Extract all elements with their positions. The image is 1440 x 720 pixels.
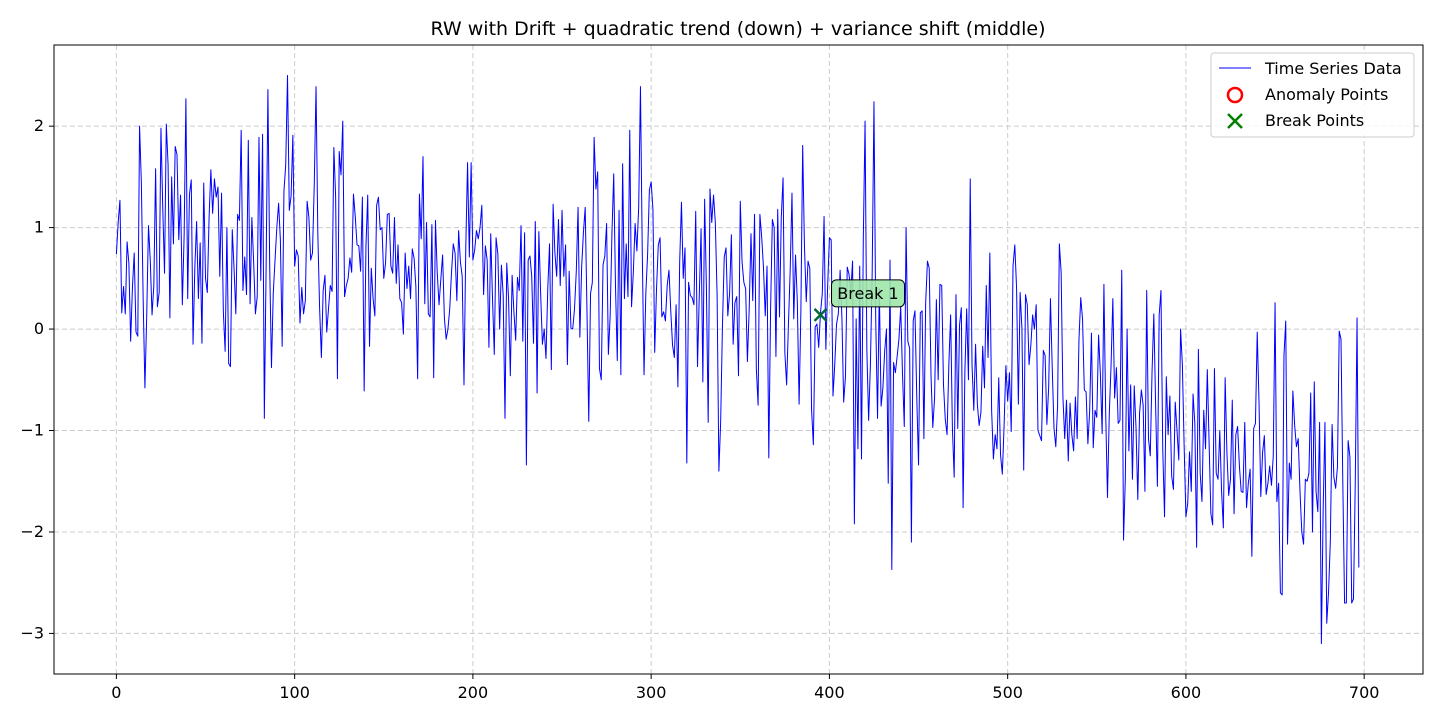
plot-frame [53, 44, 1424, 675]
y-tick-label: −3 [20, 623, 44, 642]
chart-title: RW with Drift + quadratic trend (down) +… [431, 18, 1046, 40]
legend: Time Series Data Anomaly Points Break Poin… [1210, 52, 1415, 138]
legend-x-swatch [1227, 113, 1243, 129]
x-tick-label: 500 [992, 683, 1023, 702]
x-tick-label: 100 [279, 683, 310, 702]
legend-label: Break Points [1265, 111, 1364, 130]
x-tick-label: 400 [814, 683, 845, 702]
y-tick-label: −2 [20, 522, 44, 541]
x-tick-label: 200 [458, 683, 489, 702]
y-tick-label: −1 [20, 421, 44, 440]
breaks-layer: Break 1 [813, 279, 905, 322]
break-label: Break 1 [837, 284, 898, 303]
break-point-marker [813, 307, 828, 322]
y-tick-label: 1 [34, 218, 44, 237]
y-tick-label: 2 [34, 116, 44, 135]
series-layer [115, 74, 1360, 645]
x-tick-label: 300 [636, 683, 667, 702]
axes: 0 100 200 300 400 500 600 700 −3 −2 −1 0 1 2 [20, 116, 1379, 702]
legend-circle-swatch [1226, 86, 1244, 104]
legend-box [1210, 52, 1415, 138]
break-label-box [830, 279, 905, 308]
legend-label: Anomaly Points [1265, 85, 1388, 104]
x-tick-label: 700 [1349, 683, 1380, 702]
legend-label: Time Series Data [1264, 59, 1402, 78]
series-line-time-series-data [115, 74, 1360, 645]
x-tick-label: 0 [111, 683, 121, 702]
y-tick-label: 0 [34, 319, 44, 338]
x-tick-label: 600 [1171, 683, 1202, 702]
